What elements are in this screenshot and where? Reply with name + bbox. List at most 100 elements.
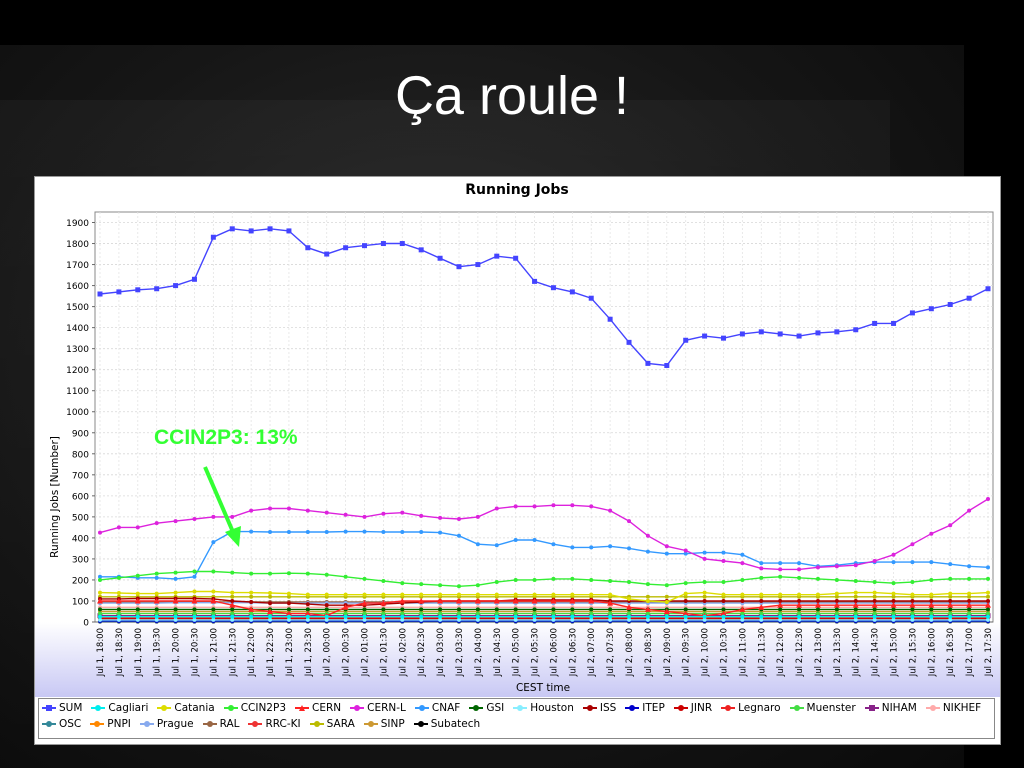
data-point-cagliari [683,614,688,619]
legend-item-jinr: JINR [673,702,712,714]
data-point-houston [589,617,594,622]
data-point-cern-l [154,521,159,526]
data-point-sum [645,360,651,366]
data-point-cnaf [891,560,896,565]
legend-item-subatech: Subatech [413,718,480,730]
y-tick-label: 1600 [66,282,89,292]
data-point-gsi [98,607,102,612]
data-point-muenster [910,611,915,616]
data-point-ccin2p3 [494,580,499,585]
x-tick-label: Jul 2, 02:00 [398,628,408,677]
data-point-muenster [513,611,518,616]
data-point-muenster [570,611,575,616]
data-point-gsi [721,607,726,612]
y-tick-label: 1400 [66,324,89,334]
plot-area [94,211,994,623]
legend-label: RRC-KI [265,718,301,730]
data-point-cnaf [929,560,934,565]
data-point-cern [644,606,651,612]
data-point-cagliari [249,614,254,619]
data-point-cern-l [135,525,140,530]
data-point-sara [986,594,990,599]
data-point-iss [891,598,896,603]
legend-label: SUM [59,702,83,714]
legend-item-niham: NIHAM [864,702,917,714]
data-point-ccin2p3 [853,579,858,583]
data-point-cern-l [173,519,178,524]
data-point-cern-l [192,516,197,521]
data-point-cern-l [664,544,669,549]
data-point-cnaf [456,533,461,538]
data-point-ccin2p3 [910,580,915,585]
data-point-catania [362,592,367,597]
data-point-houston [230,617,235,622]
data-point-cern-l [891,552,896,557]
data-point-gsi [967,607,972,612]
data-point-houston [891,617,896,622]
y-tick-label: 1900 [66,219,89,229]
x-tick-label: Jul 2, 14:00 [852,628,862,677]
data-point-houston [834,617,839,622]
data-point-houston [362,617,367,622]
x-tick-label: Jul 2, 07:30 [606,628,616,677]
data-point-catania [381,592,386,597]
data-point-gsi [834,607,839,612]
data-point-catania [135,591,140,596]
data-point-houston [967,617,972,622]
data-point-cagliari [211,614,216,619]
data-point-houston [853,617,858,622]
data-point-ccin2p3 [419,582,424,587]
data-point-sum [947,302,953,308]
legend-label: Legnaro [738,702,781,714]
data-point-catania [608,592,613,597]
data-point-cagliari [967,614,972,619]
data-point-cern [909,602,916,608]
data-point-cern [267,608,274,614]
data-point-ccin2p3 [967,576,972,581]
chart-svg: Running Jobs Running Jobs [Number] CEST … [35,182,1000,697]
data-point-muenster [853,611,858,616]
data-point-cagliari [192,614,197,619]
data-point-gsi [910,607,915,612]
data-point-cern-l [249,508,254,513]
data-point-sara [268,594,273,599]
data-point-houston [815,617,820,622]
data-point-houston [872,617,877,622]
data-point-muenster [381,611,386,616]
data-point-sum [343,245,349,251]
data-point-gsi [475,607,480,612]
x-tick-label: Jul 1, 19:00 [134,628,144,677]
data-point-sum [286,228,292,234]
data-point-cern [342,604,349,610]
data-point-gsi [702,607,707,612]
data-point-muenster [211,611,216,616]
chart-legend: SUM Cagliari Catania CCIN2P3 CERN CERN-L CNAF G… [38,698,995,739]
data-point-ccin2p3 [173,570,178,575]
data-point-houston [475,617,480,622]
data-point-ccin2p3 [116,575,121,580]
data-point-cern [852,602,859,608]
data-point-cern [97,597,103,604]
data-point-catania [249,590,254,595]
data-point-sara [683,594,688,599]
x-tick-label: Jul 2, 04:00 [474,628,484,677]
legend-item-nikhef: NIKHEF [925,702,981,714]
y-tick-label: 1300 [66,345,89,355]
data-point-cagliari [664,614,669,619]
data-point-cagliari [494,614,499,619]
data-point-ccin2p3 [589,577,594,582]
data-point-sum [116,289,122,295]
data-point-muenster [967,611,972,616]
data-point-muenster [589,611,594,616]
data-point-iss [815,598,820,603]
data-point-cnaf [268,530,273,535]
data-point-cern-l [438,515,443,520]
data-point-catania [967,591,972,596]
data-point-gsi [683,607,688,612]
series-line-iss [100,597,988,606]
y-tick-label: 1700 [66,261,89,271]
x-tick-label: Jul 2, 06:30 [568,628,578,677]
data-point-sum [97,291,103,297]
data-point-gsi [853,607,858,612]
data-point-iss [929,598,934,603]
